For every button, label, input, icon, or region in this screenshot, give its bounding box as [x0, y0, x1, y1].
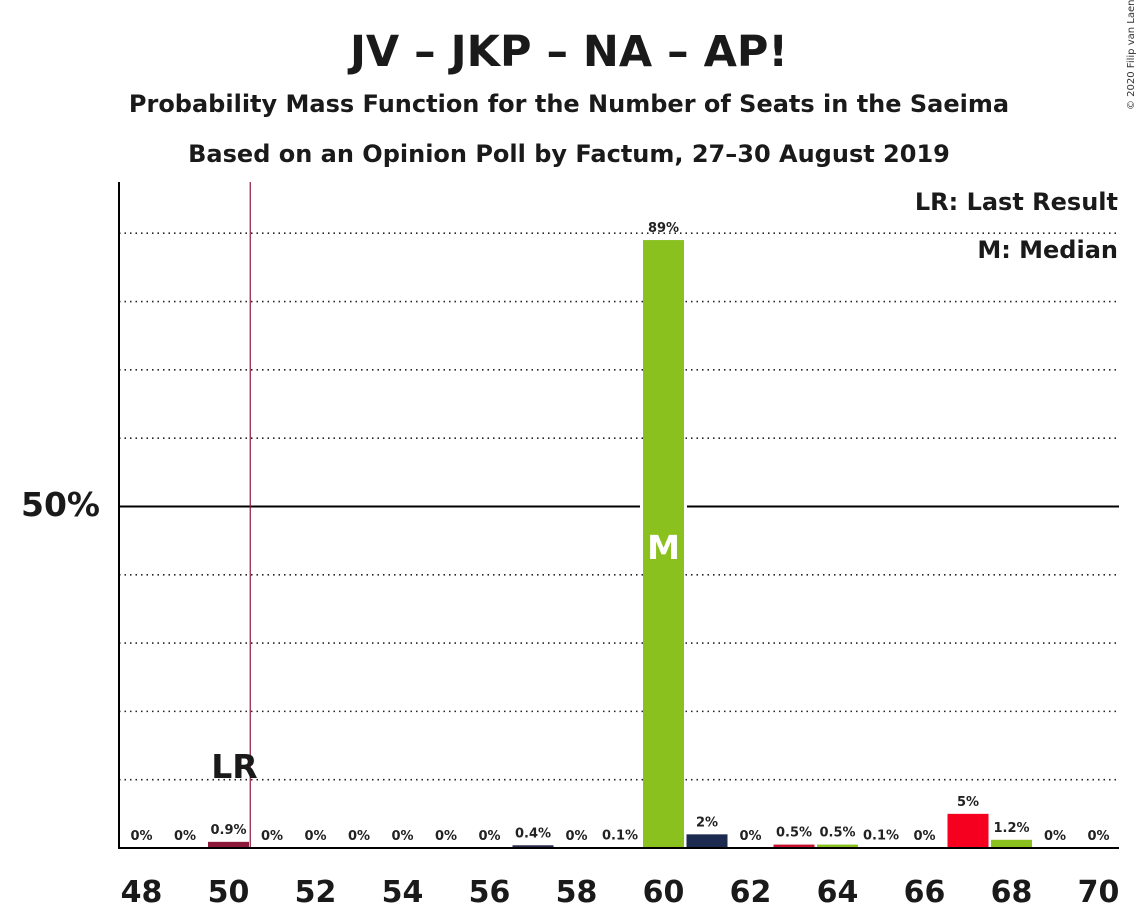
x-tick-62: 62 [730, 875, 772, 910]
x-tick-56: 56 [469, 875, 511, 910]
bar-label-53: 0% [348, 829, 370, 844]
chart-subtitle-2: Based on an Opinion Poll by Factum, 27–3… [188, 140, 950, 168]
bar-label-67: 5% [957, 795, 979, 810]
bar-label-66: 0% [913, 829, 935, 844]
bar-label-59: 0.1% [602, 828, 638, 843]
bar-label-65: 0.1% [863, 828, 899, 843]
legend-median: M: Median [977, 236, 1118, 264]
bar-label-61: 2% [696, 815, 718, 830]
bar-64 [817, 844, 858, 848]
grid-lines [119, 232, 1119, 781]
bar-label-58: 0% [565, 829, 587, 844]
bar-67 [947, 813, 989, 848]
x-tick-labels: 48 50 52 54 56 58 60 62 64 66 68 70 [121, 875, 1120, 910]
bar-label-62: 0% [739, 829, 761, 844]
x-tick-60: 60 [643, 875, 685, 910]
x-tick-58: 58 [556, 875, 598, 910]
bar-label-70: 0% [1087, 829, 1109, 844]
x-tick-52: 52 [295, 875, 337, 910]
bar-label-48: 0% [130, 829, 152, 844]
bar-label-56: 0% [478, 829, 500, 844]
bar-57 [512, 845, 554, 848]
bars [208, 182, 1032, 849]
bar-label-55: 0% [435, 829, 457, 844]
chart-title: JV – JKP – NA – AP! [347, 27, 788, 77]
bar-label-64: 0.5% [819, 826, 855, 841]
copyright: © 2020 Filip van Laenen [1126, 0, 1137, 110]
bar-label-49: 0% [174, 829, 196, 844]
x-tick-50: 50 [208, 875, 250, 910]
bar-label-63: 0.5% [776, 826, 812, 841]
x-tick-48: 48 [121, 875, 163, 910]
bar-63 [773, 844, 815, 848]
last-result-marker: LR [211, 747, 257, 786]
bar-labels: 0% 0% 0.9% 0% 0% 0% 0% 0% 0% 0.4% 0% 0.1% 89% 2% 0% 0.5… [130, 221, 1109, 844]
x-tick-68: 68 [991, 875, 1033, 910]
bar-label-57: 0.4% [515, 826, 551, 841]
x-tick-66: 66 [904, 875, 946, 910]
bar-68 [991, 839, 1032, 848]
bar-label-50: 0.9% [210, 823, 246, 838]
bar-label-51: 0% [261, 829, 283, 844]
bar-50 [208, 841, 249, 848]
y-major-label: 50% [21, 485, 100, 524]
x-tick-64: 64 [817, 875, 859, 910]
bar-label-68: 1.2% [993, 821, 1029, 836]
bar-label-60: 89% [648, 221, 679, 236]
bar-61 [686, 834, 728, 848]
bar-60 [643, 240, 684, 849]
bar-label-54: 0% [391, 829, 413, 844]
x-tick-54: 54 [382, 875, 424, 910]
bar-label-69: 0% [1044, 829, 1066, 844]
median-marker: M [647, 528, 680, 567]
chart-subtitle: Probability Mass Function for the Number… [129, 90, 1009, 118]
legend-last-result: LR: Last Result [915, 188, 1118, 216]
x-tick-70: 70 [1078, 875, 1120, 910]
bar-label-52: 0% [304, 829, 326, 844]
